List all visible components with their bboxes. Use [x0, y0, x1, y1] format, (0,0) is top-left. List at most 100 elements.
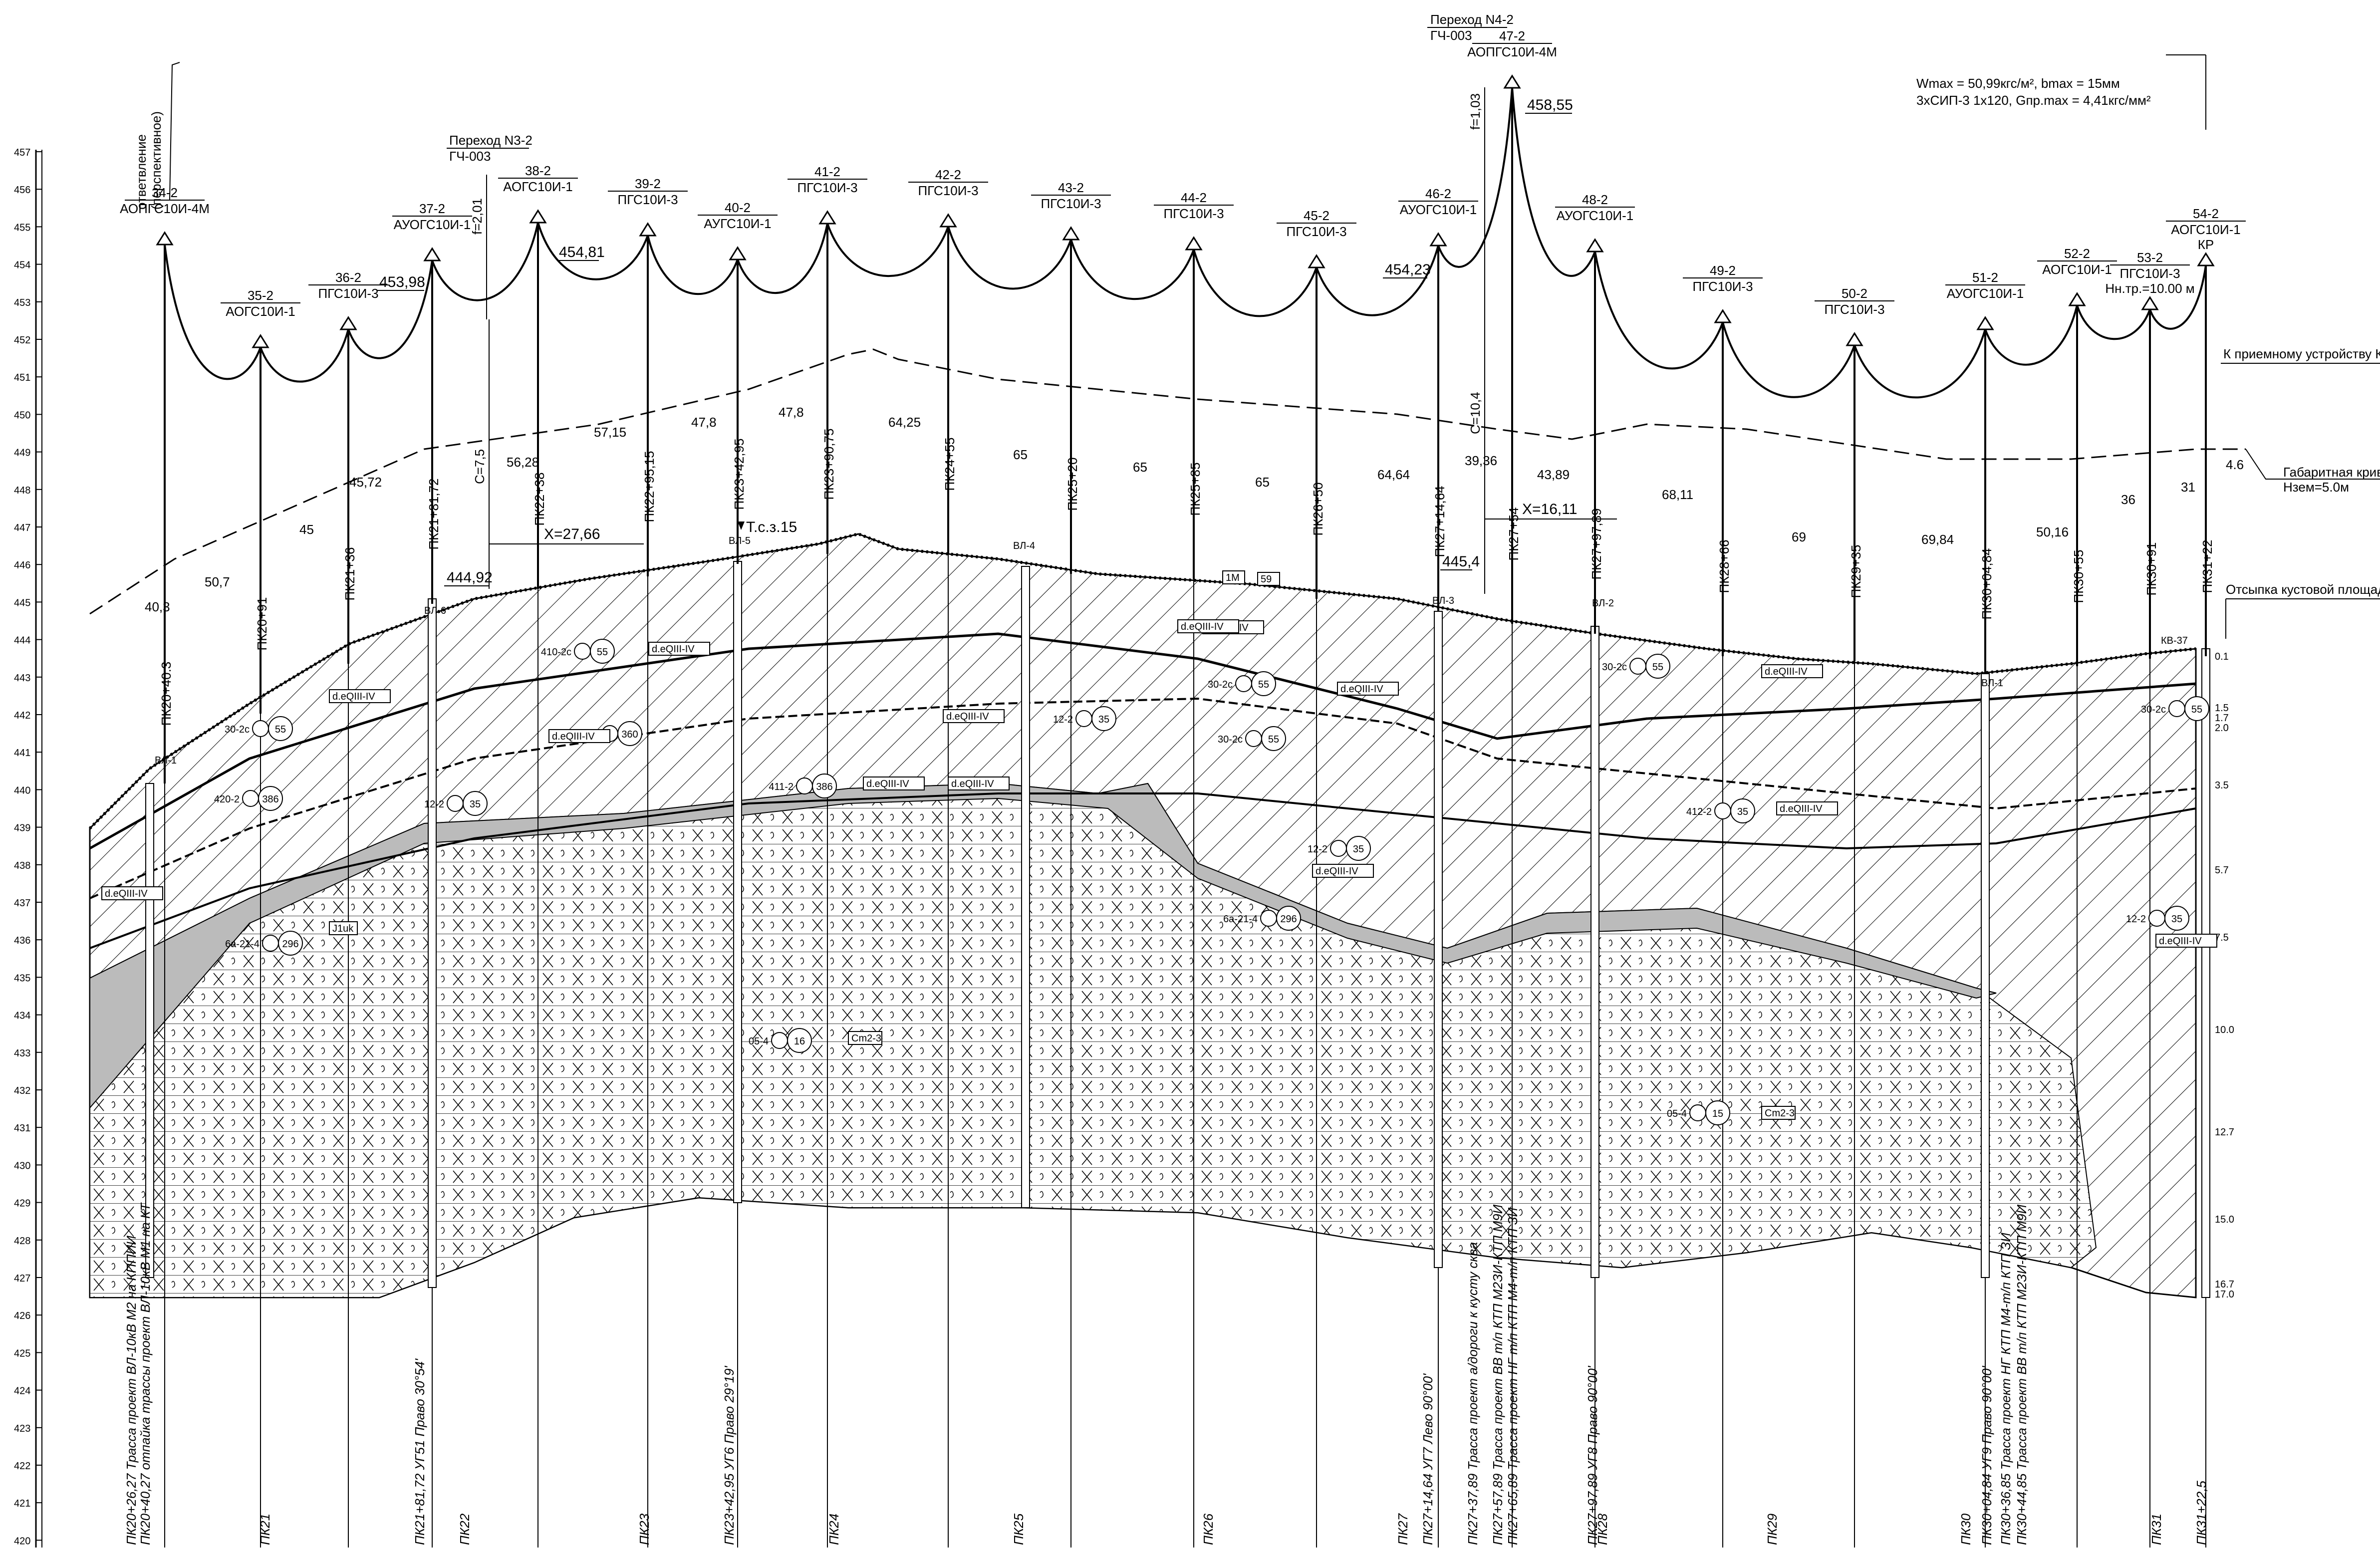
- span-length: 40,3: [145, 599, 170, 614]
- header-note-line2: 3хСИП-3 1х120, Gпр.max = 4,41кгс/мм²: [1916, 93, 2151, 108]
- soil-tag-box: [848, 1031, 882, 1045]
- bore-depth-label: 15.0: [2215, 1214, 2234, 1225]
- sag-labels: f=2,01 f=1,03: [470, 87, 1485, 319]
- scale-tick-label: 454: [14, 260, 30, 271]
- support-number: 51-2: [1972, 270, 1998, 285]
- support-number: 37-2: [419, 201, 445, 216]
- scale-tick-label: 445: [14, 597, 30, 608]
- support-number: 49-2: [1710, 263, 1736, 278]
- scale-ticks: 457 456 455 454 453 452 451 450 449 448 447 446 445 4…: [14, 147, 42, 1547]
- soil-tag-text: d.eQIII-IV: [552, 731, 595, 742]
- soil-tag-text: 59: [1261, 574, 1272, 585]
- support-type: ПГС10И-3: [797, 180, 857, 195]
- soil-number: 55: [597, 647, 608, 658]
- picket-labels: ПК20+40.3 ПК20+91 ПК21+36 ПК21+81,72 ПК22+38…: [159, 429, 2215, 726]
- scale-tick-label: 432: [14, 1085, 30, 1096]
- soil-circle: [1251, 671, 1276, 696]
- soil-circle: [258, 786, 283, 811]
- support-number: 44-2: [1181, 190, 1207, 205]
- soil-tag-box: [548, 729, 610, 743]
- bore-depth-label: 2.0: [2215, 723, 2229, 734]
- borehole-column: [428, 598, 437, 1288]
- soil-number: 360: [621, 729, 638, 740]
- soil-ring: [796, 777, 813, 794]
- soil-code: 12-2: [1308, 844, 1327, 855]
- support-number: 52-2: [2064, 246, 2090, 261]
- soil-tag-box: [1337, 682, 1399, 696]
- scale-tick-label: 446: [14, 560, 30, 571]
- support-number: 36-2: [335, 270, 361, 285]
- span-length: 65: [1133, 460, 1147, 475]
- bottom-note: ПК27+37,89 Трасса проект а/дороги к куст…: [1465, 1242, 1480, 1545]
- bottom-note: ПК21: [258, 1514, 272, 1545]
- span-length: 45,72: [349, 475, 382, 490]
- support-marker: [252, 334, 269, 348]
- soil-code: 30-2с: [2141, 704, 2166, 715]
- support-number: 48-2: [1582, 192, 1608, 207]
- soil-code: 05-4: [749, 1036, 769, 1047]
- branch-note-line1: ответвление: [134, 134, 149, 210]
- support-type: АОПГС10И-4М: [1467, 44, 1557, 59]
- scale-tick-label: 424: [14, 1386, 30, 1397]
- span-length: 50,7: [205, 574, 230, 589]
- bottom-note: ПК27+97,89 УГ8 Право 90°00': [1585, 1365, 1600, 1545]
- branch-note: ответвление (перспективное): [134, 62, 180, 210]
- picket-label: ПК20+91: [255, 597, 269, 651]
- soil-circle: [463, 791, 488, 816]
- borehole-column: [1981, 673, 1990, 1278]
- scale-tick-label: 456: [14, 185, 30, 196]
- soil-tag-text: d.eQIII-IV: [1780, 803, 1823, 814]
- support-marker: [1308, 254, 1325, 268]
- crossing-n3-code: ГЧ-003: [449, 149, 491, 164]
- scale-tick-label: 442: [14, 710, 30, 721]
- span-length: 31: [2181, 480, 2195, 495]
- geology-section: [88, 532, 2197, 1298]
- bore-depth-label: 12.7: [2215, 1127, 2234, 1138]
- borehole-label: ВЛ-6: [424, 605, 446, 616]
- scale-tick-label: 430: [14, 1160, 30, 1171]
- soil-tag-text: d.eQIII-IV: [1340, 684, 1383, 695]
- crossing-n4: Переход N4-2 ГЧ-003: [1427, 12, 1514, 43]
- scale-tick-label: 433: [14, 1048, 30, 1059]
- soil-tag-box: [1222, 570, 1245, 584]
- elev-38: 454,81: [559, 244, 605, 260]
- crossing-n3: Переход N3-2 ГЧ-003: [447, 133, 532, 164]
- soil-code: 6а-21-4: [225, 939, 260, 950]
- scale-tick-label: 420: [14, 1536, 30, 1547]
- scale-tick-label: 452: [14, 335, 30, 346]
- soil-tag-text: J1uk: [332, 923, 354, 934]
- soil-ring: [252, 720, 269, 737]
- bore-depth-label: 7.5: [2215, 932, 2229, 943]
- span-length: 47,8: [779, 405, 804, 420]
- soil-code: 30-2с: [1602, 662, 1627, 673]
- scale-tick-label: 421: [14, 1498, 30, 1509]
- callout-kpt: К приемному устройству КТП: [2223, 346, 2380, 361]
- bottom-note: ПК29: [1765, 1514, 1780, 1545]
- support-type: АОГС10И-1: [226, 304, 295, 319]
- bottom-note: ПК30: [1958, 1513, 1973, 1545]
- picket-label: ПК30+55: [2071, 550, 2086, 603]
- picket-label: ПК24+55: [942, 438, 957, 491]
- support-marker: [818, 210, 836, 225]
- bore-depth-label: 1.5: [2215, 703, 2229, 714]
- branch-note-line2: (перспективное): [149, 111, 164, 210]
- picket-label: ПК26+50: [1311, 483, 1325, 536]
- span-length-labels: 40,3 50,7 45 45,72 56,28 57,15 47,8 47,8 64,25 65…: [145, 405, 2244, 614]
- support-number: 38-2: [525, 163, 551, 178]
- borehole-column: [2201, 648, 2210, 1298]
- borehole-columns: [145, 561, 2210, 1298]
- span-length: 4.6: [2226, 457, 2244, 472]
- crossing-n4-title: Переход N4-2: [1430, 12, 1514, 27]
- span-length: 36: [2121, 492, 2135, 507]
- scale-tick-label: 425: [14, 1348, 30, 1359]
- soil-number: 55: [2191, 704, 2202, 715]
- bottom-note: ПК26: [1201, 1513, 1216, 1545]
- soil-circle: [2184, 696, 2209, 721]
- scale-tick-label: 453: [14, 297, 30, 308]
- callout-ts: Т.с.з.15: [746, 519, 797, 535]
- soil-code: 6а-21-4: [1223, 914, 1258, 925]
- soil-tag-box: [863, 776, 925, 790]
- span-length: 64,64: [1377, 467, 1410, 482]
- scale-tick-label: 426: [14, 1310, 30, 1321]
- borehole-column: [733, 561, 742, 1203]
